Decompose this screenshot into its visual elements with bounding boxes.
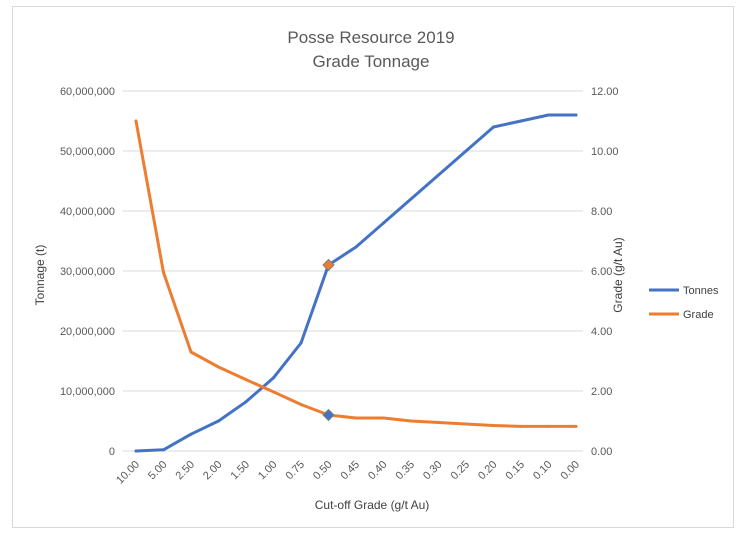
y-tick-label: 10,000,000 xyxy=(60,386,115,398)
data-point-grade xyxy=(547,424,550,428)
x-tick-label: 0.20 xyxy=(476,459,500,483)
x-tick-label: 0.45 xyxy=(338,459,362,483)
x-tick-label: 0.00 xyxy=(558,459,582,483)
x-axis-title: Cut-off Grade (g/t Au) xyxy=(315,498,430,512)
left-axis-ticks: 0 10,000,000 20,000,000 30,000,000 40,000,00… xyxy=(60,86,115,458)
series-lines xyxy=(134,113,578,453)
y2-tick-label: 0.00 xyxy=(591,446,612,458)
y-tick-label: 60,000,000 xyxy=(60,86,115,98)
data-point-tonnes xyxy=(464,149,468,153)
y2-tick-label: 2.00 xyxy=(591,386,612,398)
data-point-grade xyxy=(189,350,193,354)
data-point-tonnes xyxy=(382,221,385,225)
grade-tonnage-chart: Posse Resource 2019 Grade Tonnage 0 10,00… xyxy=(33,28,719,512)
x-tick-label: 0.15 xyxy=(503,459,527,483)
x-tick-label: 5.00 xyxy=(146,459,170,483)
x-tick-label: 2.00 xyxy=(201,459,225,483)
data-point-tonnes xyxy=(162,448,165,452)
y2-tick-label: 12.00 xyxy=(591,86,619,98)
data-point-tonnes xyxy=(519,119,523,123)
y-tick-label: 30,000,000 xyxy=(60,266,115,278)
data-point-grade xyxy=(162,271,165,274)
data-point-grade xyxy=(217,365,220,369)
data-point-grade xyxy=(299,403,303,406)
x-tick-label: 0.30 xyxy=(421,459,445,483)
data-point-tonnes xyxy=(437,173,440,177)
series-line-tonnes xyxy=(134,113,578,453)
chart-title-line-1: Posse Resource 2019 xyxy=(287,28,454,47)
y-tick-label: 50,000,000 xyxy=(60,146,115,158)
y-tick-label: 20,000,000 xyxy=(60,326,115,338)
x-tick-label: 0.40 xyxy=(366,459,390,483)
legend-label-grade: Grade xyxy=(683,309,714,321)
y2-tick-label: 4.00 xyxy=(591,326,612,338)
data-point-grade xyxy=(574,424,578,428)
y-axis-title: Tonnage (t) xyxy=(33,245,47,306)
x-tick-label: 1.50 xyxy=(228,459,252,483)
chart-frame: Posse Resource 2019 Grade Tonnage 0 10,00… xyxy=(12,6,734,528)
y2-axis-title: Grade (g/t Au) xyxy=(611,237,625,312)
y2-tick-label: 10.00 xyxy=(591,146,619,158)
data-point-grade xyxy=(519,424,523,428)
data-point-grade xyxy=(492,424,495,427)
data-point-grade xyxy=(437,421,440,424)
chart-title-line-2: Grade Tonnage xyxy=(313,52,430,71)
data-point-tonnes xyxy=(272,376,275,380)
right-axis-ticks: 0.00 2.00 4.00 6.00 8.00 10.00 12.00 xyxy=(591,86,619,458)
data-point-tonnes xyxy=(134,449,138,453)
data-point-grade xyxy=(272,390,275,394)
data-point-tonnes xyxy=(189,432,193,436)
x-tick-label: 0.10 xyxy=(531,459,555,483)
y2-tick-label: 8.00 xyxy=(591,206,612,218)
data-point-tonnes xyxy=(217,419,220,423)
data-point-tonnes xyxy=(492,125,495,129)
legend: Tonnes Grade xyxy=(649,285,719,321)
data-point-grade xyxy=(134,119,138,123)
x-tick-label: 0.75 xyxy=(283,459,307,483)
series-line-grade xyxy=(134,119,578,428)
data-point-tonnes xyxy=(547,113,550,117)
y2-tick-label: 6.00 xyxy=(591,266,612,278)
data-point-grade xyxy=(244,378,248,382)
x-tick-label: 0.25 xyxy=(448,459,472,483)
data-point-tonnes xyxy=(299,341,303,345)
highlight-marker-tonnes xyxy=(322,258,335,272)
data-point-tonnes xyxy=(244,400,248,404)
legend-label-tonnes: Tonnes xyxy=(683,285,719,297)
x-tick-label: 2.50 xyxy=(173,459,197,483)
x-axis-ticks: 10.00 5.00 2.50 2.00 1.50 1.00 0.75 0.50 0.45 0.4… xyxy=(114,459,582,487)
data-point-grade xyxy=(382,416,385,420)
data-point-tonnes xyxy=(354,245,358,249)
x-tick-label: 10.00 xyxy=(114,459,142,487)
data-point-grade xyxy=(409,419,413,423)
highlight-marker-grade xyxy=(322,408,335,422)
y-tick-label: 0 xyxy=(109,446,115,458)
data-point-grade xyxy=(354,416,358,420)
gridlines xyxy=(123,90,583,452)
data-point-tonnes xyxy=(409,197,413,201)
x-tick-label: 1.00 xyxy=(256,459,280,483)
data-point-tonnes xyxy=(574,113,578,117)
x-tick-label: 0.50 xyxy=(311,459,335,483)
data-point-grade xyxy=(464,422,468,426)
x-tick-label: 0.35 xyxy=(393,459,417,483)
y-tick-label: 40,000,000 xyxy=(60,206,115,218)
